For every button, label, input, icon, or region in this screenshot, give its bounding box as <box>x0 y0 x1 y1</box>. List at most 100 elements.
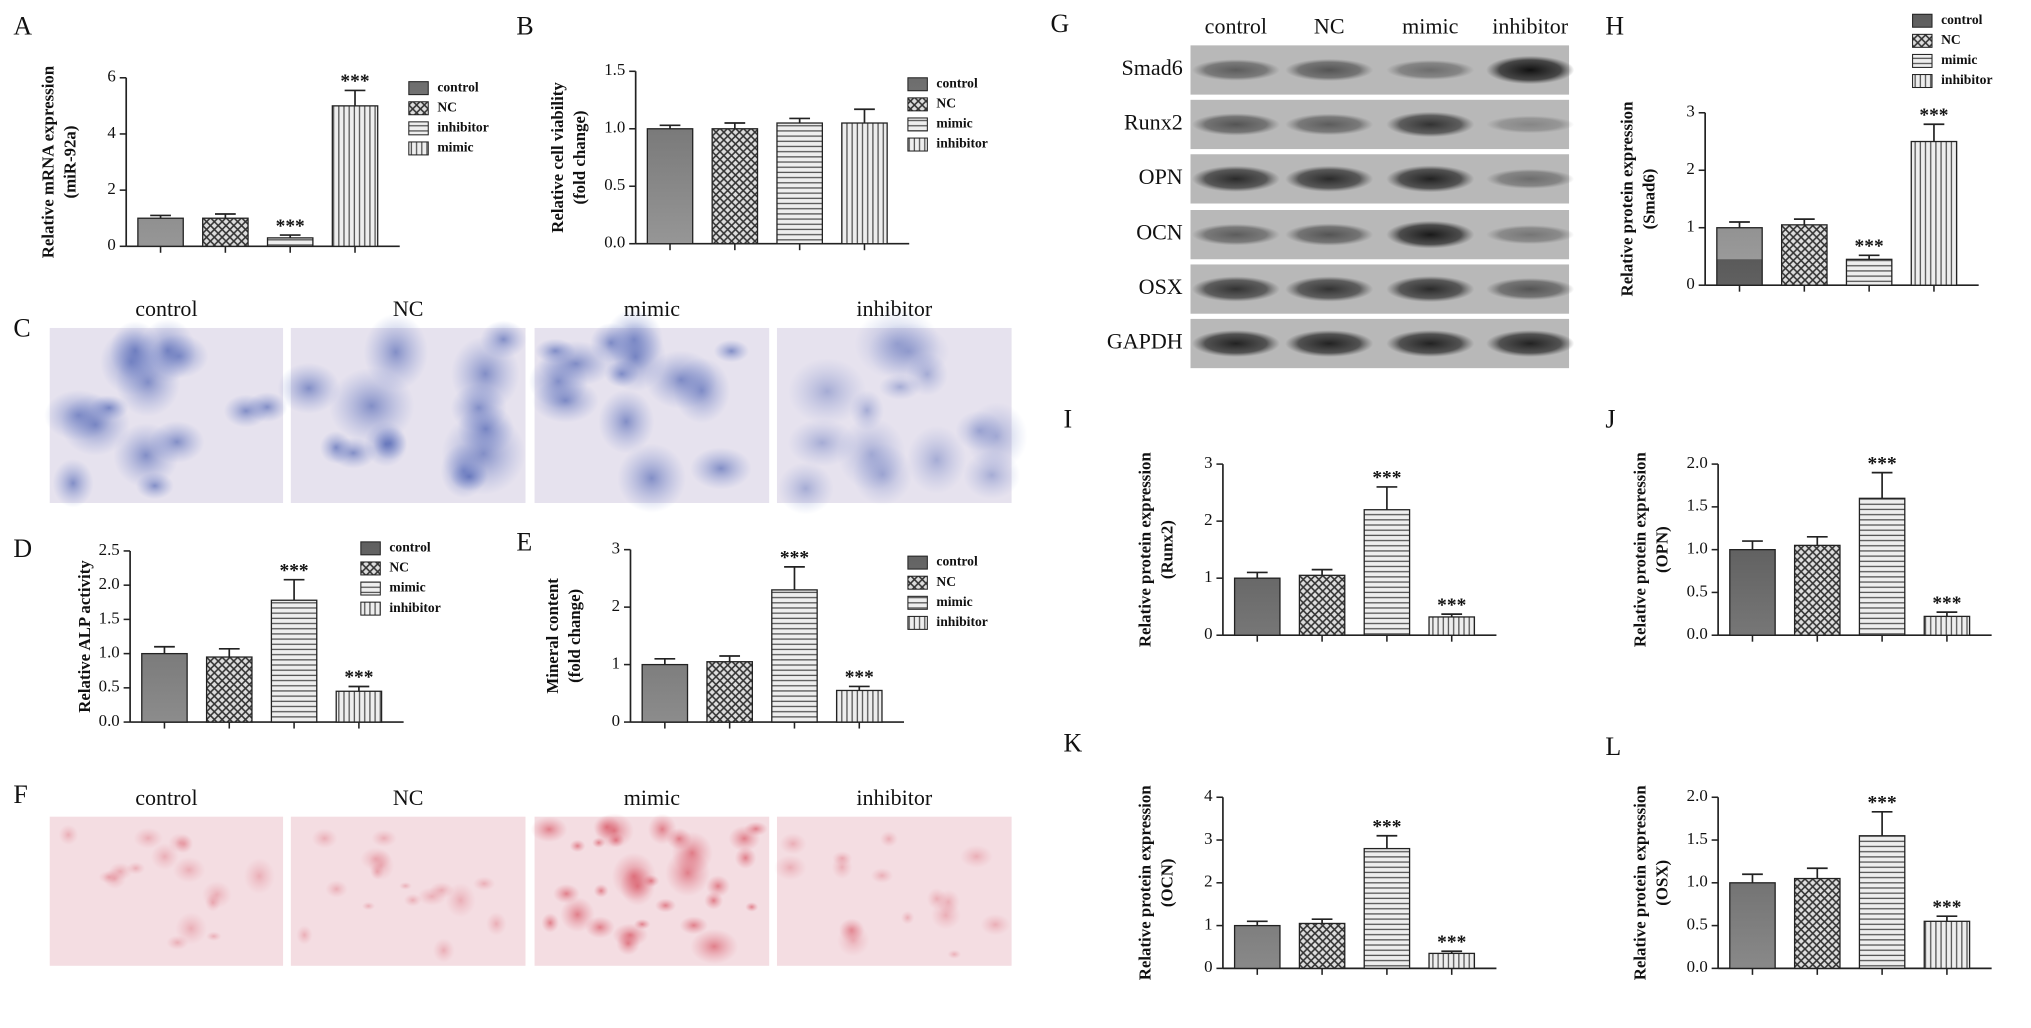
legend-label: control <box>1941 12 1983 27</box>
panel-letter: J <box>1605 404 1615 433</box>
stain-blob <box>947 949 962 959</box>
stain-blob <box>585 916 615 939</box>
y-tick-label: 1.0 <box>604 118 625 137</box>
y-tick-label: 3 <box>612 539 620 558</box>
stain-blob <box>530 816 568 843</box>
stain-blob <box>532 378 599 423</box>
legend-swatch <box>907 97 928 112</box>
y-axis-label: Relative protein expression <box>1618 101 1637 297</box>
y-tick-label: 1.0 <box>99 642 120 661</box>
legend-swatch <box>1912 53 1933 68</box>
stain-blob <box>879 830 899 848</box>
protein-label: Smad6 <box>1122 55 1183 80</box>
stain-blob <box>773 854 807 881</box>
error-bar <box>654 658 676 665</box>
stain-image <box>773 816 1012 966</box>
legend-label: inhibitor <box>936 136 987 151</box>
bar <box>641 663 689 723</box>
stain-blob <box>113 422 179 488</box>
stain-blob <box>611 852 657 901</box>
stain-blob <box>617 443 687 513</box>
bar <box>1363 509 1411 636</box>
error-bar <box>344 89 366 106</box>
y-tick-label: 0 <box>612 711 620 730</box>
y-axis-label: (Smad6) <box>1640 169 1659 230</box>
legend-swatch <box>907 615 928 630</box>
bar <box>1233 577 1281 636</box>
blot-band <box>1486 277 1575 301</box>
stain-blob <box>690 447 752 490</box>
stain-image <box>49 816 284 966</box>
stain-blob <box>89 395 129 421</box>
y-tick-label: 0.0 <box>99 711 120 730</box>
stain-blob <box>832 851 853 866</box>
stain-blob <box>325 880 348 898</box>
y-axis-label: Relative protein expression <box>1135 452 1154 648</box>
legend-swatch <box>907 555 928 570</box>
panel-letter: E <box>516 527 532 556</box>
lane-label: NC <box>1314 14 1345 39</box>
bar <box>1363 847 1411 970</box>
stain-blob <box>734 846 757 870</box>
bar <box>841 122 888 245</box>
stain-blob <box>368 850 395 881</box>
significance-mark: *** <box>340 71 369 92</box>
significance-mark: *** <box>1868 792 1897 813</box>
significance-mark: *** <box>280 560 309 581</box>
stain-blob <box>168 832 193 854</box>
y-axis-label: Relative protein expression <box>1135 785 1154 981</box>
legend-swatch <box>360 581 381 596</box>
error-bar <box>1742 540 1763 550</box>
y-tick-label: 1 <box>612 653 620 672</box>
stain-blob <box>787 418 857 467</box>
y-axis-label: (fold change) <box>565 589 584 683</box>
error-bar <box>1376 834 1398 849</box>
error-bar <box>1936 915 1958 922</box>
image-label: control <box>135 785 197 810</box>
stain-blob <box>852 443 913 506</box>
legend-label: mimic <box>936 116 972 131</box>
stain-blob <box>598 389 655 454</box>
blot-band <box>1486 55 1575 85</box>
stain-blob <box>371 829 397 848</box>
bar <box>1298 922 1346 970</box>
bar <box>202 217 249 247</box>
error-bar <box>283 578 305 601</box>
y-tick-label: 0.0 <box>1687 624 1708 643</box>
stain-blob <box>779 832 807 855</box>
legend-swatch <box>907 77 928 92</box>
stain-blob <box>108 862 133 881</box>
stain-image <box>776 308 1028 515</box>
stain-blob <box>704 891 724 910</box>
y-tick-label: 1 <box>1686 217 1694 236</box>
stain-blob <box>744 821 768 837</box>
lane-label: control <box>1205 14 1267 39</box>
blot-band <box>1191 276 1280 302</box>
bar <box>1858 497 1906 636</box>
stain-blob <box>445 882 476 918</box>
stain-blob <box>593 883 609 898</box>
bar <box>1428 616 1476 636</box>
y-axis-label: Relative protein expression <box>1630 452 1649 648</box>
stain-blob <box>205 931 222 942</box>
bar <box>335 690 383 723</box>
y-tick-label: 0.0 <box>604 233 625 252</box>
stain-blob <box>485 911 507 936</box>
y-axis-label: (OPN) <box>1653 526 1672 573</box>
significance-mark: *** <box>1437 932 1466 953</box>
error-bar <box>719 655 741 662</box>
significance-mark: *** <box>845 667 874 688</box>
stain-image <box>290 816 526 966</box>
stain-image <box>530 813 770 966</box>
error-bar <box>1441 950 1463 954</box>
error-bar <box>279 234 301 238</box>
stain-blob <box>870 867 894 884</box>
image-background <box>49 816 284 966</box>
y-tick-label: 4 <box>107 123 116 142</box>
blot-band <box>1285 223 1374 246</box>
legend-label: mimic <box>1941 52 1977 67</box>
stain-blob <box>432 938 455 963</box>
bar <box>1428 952 1476 970</box>
stain-blob <box>361 901 376 911</box>
error-bar <box>348 685 370 692</box>
